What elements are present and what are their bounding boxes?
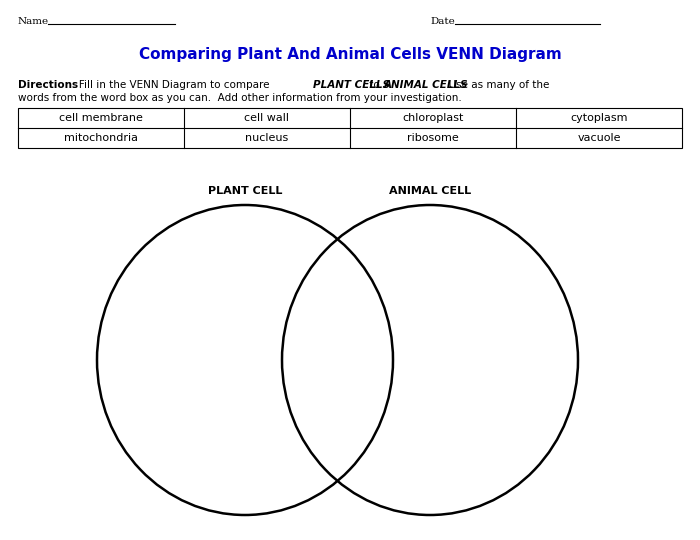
Text: ANIMAL CELLS: ANIMAL CELLS [384,80,468,90]
Text: cell membrane: cell membrane [59,113,143,123]
Text: chloroplast: chloroplast [402,113,463,123]
Text: Comparing Plant And Animal Cells VENN Diagram: Comparing Plant And Animal Cells VENN Di… [139,48,561,63]
Text: mitochondria: mitochondria [64,133,138,143]
Text: ribosome: ribosome [407,133,459,143]
Text: ANIMAL CELL: ANIMAL CELL [389,186,471,196]
Text: Date: Date [430,17,455,26]
Text: Directions: Directions [18,80,78,90]
Text: to: to [366,80,383,90]
Bar [18,108,682,148]
Text: PLANT CELL: PLANT CELL [208,186,282,196]
Text: . Use as many of the: . Use as many of the [442,80,550,90]
Text: cytoplasm: cytoplasm [570,113,628,123]
Text: words from the word box as you can.  Add other information from your investigati: words from the word box as you can. Add … [18,93,462,103]
Text: : Fill in the VENN Diagram to compare: : Fill in the VENN Diagram to compare [72,80,273,90]
Text: PLANT CELLS: PLANT CELLS [313,80,390,90]
Text: Name: Name [18,17,49,26]
Text: vacuole: vacuole [578,133,621,143]
Text: nucleus: nucleus [246,133,288,143]
Text: cell wall: cell wall [244,113,290,123]
